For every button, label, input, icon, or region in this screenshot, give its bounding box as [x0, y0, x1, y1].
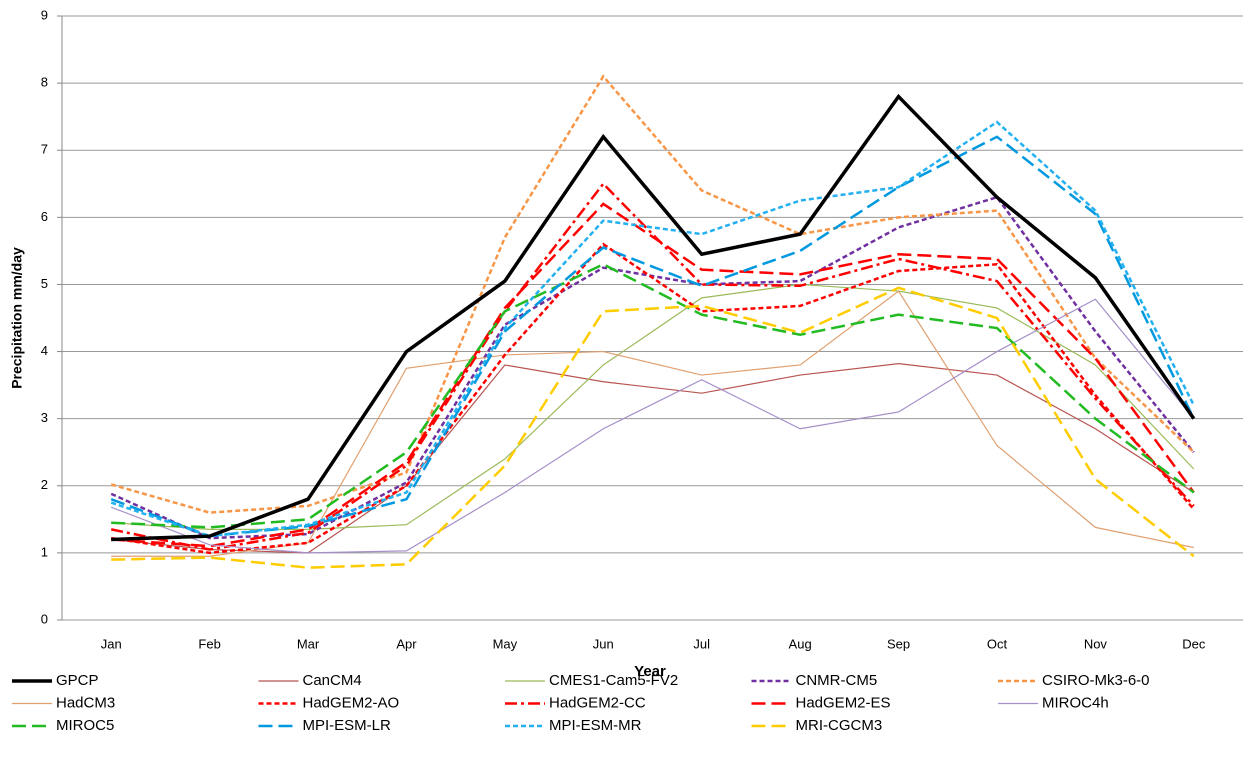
x-tick-label: Apr: [396, 636, 417, 651]
y-tick-label: 6: [41, 209, 48, 224]
x-axis-label: Year: [634, 663, 666, 680]
y-tick-label: 1: [41, 544, 48, 559]
y-tick-label: 3: [41, 410, 48, 425]
legend-label: CanCM4: [303, 672, 362, 689]
legend-label: HadGEM2-ES: [796, 694, 891, 711]
y-tick-label: 7: [41, 142, 48, 157]
series-line: [111, 286, 1195, 569]
series-line: [111, 262, 1195, 529]
y-tick-label: 0: [41, 611, 48, 626]
x-tick-label: Mar: [297, 636, 320, 651]
legend-label: CSIRO-Mk3-6-0: [1042, 672, 1150, 689]
legend-label: GPCP: [56, 672, 99, 689]
legend-label: MPI-ESM-MR: [549, 717, 642, 734]
x-tick-label: Dec: [1182, 636, 1206, 651]
x-tick-label: Jan: [101, 636, 122, 651]
x-tick-label: Sep: [887, 636, 910, 651]
series-line: [111, 283, 1195, 530]
x-tick-label: Nov: [1084, 636, 1108, 651]
series-line: [111, 290, 1194, 557]
legend-label: MPI-ESM-LR: [303, 717, 392, 734]
series-line: [110, 120, 1195, 538]
legend-label: HadGEM2-AO: [303, 694, 400, 711]
y-tick-label: 5: [41, 276, 48, 291]
y-tick-label: 9: [41, 7, 48, 22]
series-line: [110, 195, 1195, 540]
series-line: [111, 242, 1195, 555]
y-tick-label: 2: [41, 477, 48, 492]
legend-label: HadGEM2-CC: [549, 694, 646, 711]
x-tick-label: Aug: [789, 636, 812, 651]
x-tick-label: Feb: [198, 636, 220, 651]
x-tick-label: May: [493, 636, 518, 651]
y-axis-label: Precipitation mm/day: [9, 247, 25, 389]
legend-label: CNMR-CM5: [796, 672, 878, 689]
legend-label: MIROC5: [56, 717, 114, 734]
series-line: [110, 298, 1195, 554]
y-tick-label: 8: [41, 75, 48, 90]
legend-label: HadCM3: [56, 694, 115, 711]
x-tick-label: Jun: [593, 636, 614, 651]
x-tick-label: Jul: [693, 636, 710, 651]
legend-label: CMES1-Cam5-FV2: [549, 672, 678, 689]
legend-label: MIROC4h: [1042, 694, 1109, 711]
series-line: [111, 202, 1195, 548]
y-tick-label: 4: [41, 343, 48, 358]
legend-label: MRI-CGCM3: [796, 717, 883, 734]
series-line: [110, 181, 1195, 551]
legend: GPCP CanCM4 CMES1-Cam5-FV2 CNMR-CM5 CSIRO-Mk…: [12, 672, 1150, 734]
x-tick-label: Oct: [987, 636, 1008, 651]
series-line: [111, 93, 1196, 542]
series-line: [111, 363, 1195, 554]
